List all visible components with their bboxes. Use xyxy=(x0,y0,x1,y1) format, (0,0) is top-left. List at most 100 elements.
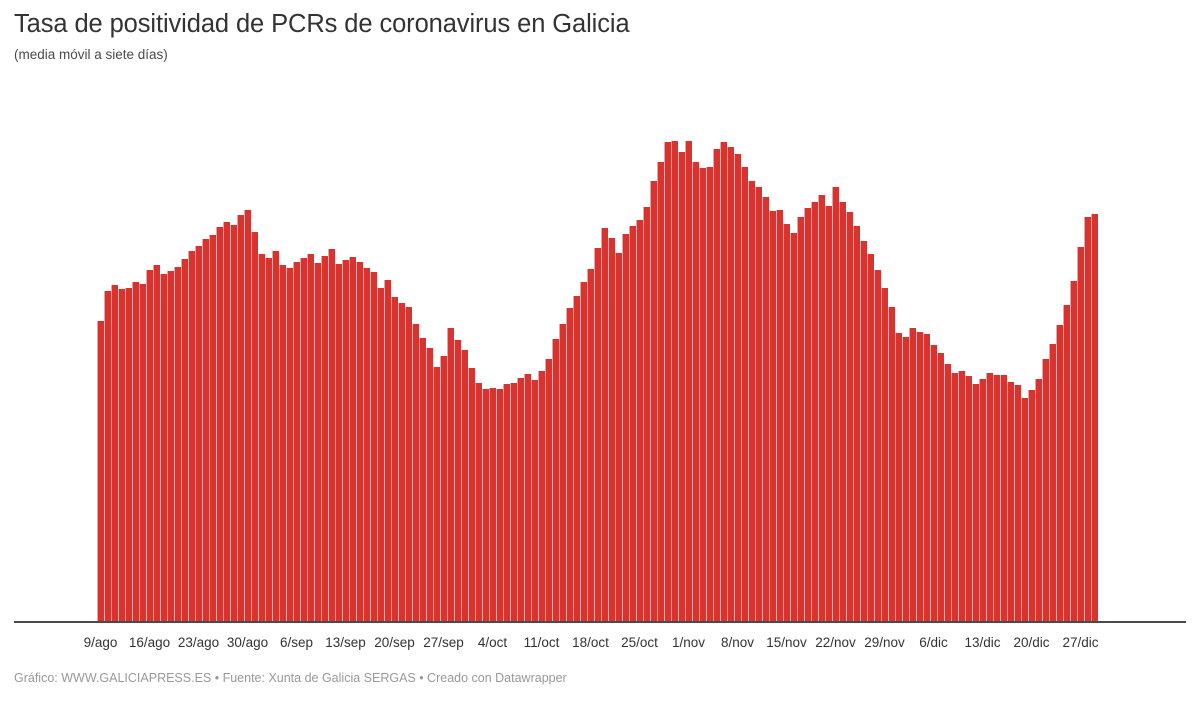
bar[interactable] xyxy=(636,220,643,621)
bar[interactable] xyxy=(412,324,419,621)
bar[interactable] xyxy=(867,253,874,621)
bar[interactable] xyxy=(783,224,790,621)
bar[interactable] xyxy=(958,370,965,621)
bar[interactable] xyxy=(846,212,853,621)
bar[interactable] xyxy=(468,367,475,621)
bar[interactable] xyxy=(762,197,769,621)
bar[interactable] xyxy=(489,387,496,621)
bar[interactable] xyxy=(475,382,482,621)
bar[interactable] xyxy=(321,256,328,621)
bar[interactable] xyxy=(538,370,545,621)
bar[interactable] xyxy=(139,283,146,621)
bar[interactable] xyxy=(1007,381,1014,621)
bar[interactable] xyxy=(230,225,237,621)
bar[interactable] xyxy=(118,288,125,621)
bar[interactable] xyxy=(951,372,958,621)
bar[interactable] xyxy=(580,281,587,621)
bar[interactable] xyxy=(671,140,678,621)
bar[interactable] xyxy=(391,296,398,621)
bar[interactable] xyxy=(293,261,300,621)
bar[interactable] xyxy=(174,266,181,621)
bar[interactable] xyxy=(461,350,468,621)
bar[interactable] xyxy=(97,320,104,621)
bar[interactable] xyxy=(930,345,937,621)
bar[interactable] xyxy=(552,339,559,621)
bar[interactable] xyxy=(398,303,405,621)
bar[interactable] xyxy=(496,388,503,621)
bar[interactable] xyxy=(573,295,580,621)
bar[interactable] xyxy=(146,269,153,621)
bar[interactable] xyxy=(167,270,174,621)
bar[interactable] xyxy=(902,337,909,621)
bar[interactable] xyxy=(601,228,608,621)
bar[interactable] xyxy=(1056,325,1063,621)
bar[interactable] xyxy=(699,167,706,621)
bar[interactable] xyxy=(790,233,797,621)
bar[interactable] xyxy=(713,149,720,621)
bar[interactable] xyxy=(853,226,860,621)
bar[interactable] xyxy=(1049,344,1056,621)
bar[interactable] xyxy=(755,186,762,621)
bar[interactable] xyxy=(720,141,727,621)
bar[interactable] xyxy=(1000,374,1007,621)
bar[interactable] xyxy=(1042,358,1049,621)
bar[interactable] xyxy=(223,222,230,621)
bar[interactable] xyxy=(454,340,461,621)
bar[interactable] xyxy=(874,269,881,621)
bar[interactable] xyxy=(1014,384,1021,621)
bar[interactable] xyxy=(384,279,391,621)
bar[interactable] xyxy=(832,186,839,621)
bar[interactable] xyxy=(258,253,265,621)
bar[interactable] xyxy=(104,291,111,621)
bar[interactable] xyxy=(748,180,755,621)
bar[interactable] xyxy=(818,194,825,621)
bar[interactable] xyxy=(797,217,804,621)
bar[interactable] xyxy=(335,263,342,621)
bar[interactable] xyxy=(944,363,951,621)
bar[interactable] xyxy=(300,257,307,621)
bar[interactable] xyxy=(272,251,279,621)
bar[interactable] xyxy=(727,146,734,621)
bar[interactable] xyxy=(503,383,510,621)
bar[interactable] xyxy=(1077,246,1084,621)
bar[interactable] xyxy=(342,259,349,621)
bar[interactable] xyxy=(678,151,685,621)
bar[interactable] xyxy=(979,378,986,621)
bar[interactable] xyxy=(559,324,566,621)
bar[interactable] xyxy=(776,209,783,621)
bar[interactable] xyxy=(307,253,314,621)
bar[interactable] xyxy=(881,287,888,621)
bar[interactable] xyxy=(888,307,895,621)
bar[interactable] xyxy=(993,374,1000,621)
bar[interactable] xyxy=(937,352,944,621)
bar[interactable] xyxy=(510,382,517,621)
bar[interactable] xyxy=(909,328,916,621)
bar[interactable] xyxy=(769,211,776,621)
bar[interactable] xyxy=(419,338,426,621)
bar[interactable] xyxy=(622,234,629,621)
bar[interactable] xyxy=(314,262,321,621)
bar[interactable] xyxy=(349,256,356,621)
bar[interactable] xyxy=(650,180,657,621)
bar[interactable] xyxy=(608,238,615,621)
bar[interactable] xyxy=(643,207,650,621)
bar[interactable] xyxy=(433,366,440,621)
bar[interactable] xyxy=(132,281,139,621)
bar[interactable] xyxy=(916,332,923,621)
bar[interactable] xyxy=(265,257,272,621)
bar[interactable] xyxy=(160,273,167,621)
bar[interactable] xyxy=(587,268,594,621)
bar[interactable] xyxy=(531,379,538,621)
bar[interactable] xyxy=(965,375,972,621)
bar[interactable] xyxy=(517,377,524,621)
bar[interactable] xyxy=(804,208,811,621)
bar[interactable] xyxy=(706,166,713,621)
bar[interactable] xyxy=(195,246,202,621)
bar[interactable] xyxy=(237,214,244,621)
bar[interactable] xyxy=(405,307,412,621)
bar[interactable] xyxy=(328,248,335,621)
bar[interactable] xyxy=(811,202,818,621)
bar[interactable] xyxy=(482,388,489,621)
bar[interactable] xyxy=(839,202,846,621)
bar[interactable] xyxy=(1070,280,1077,621)
